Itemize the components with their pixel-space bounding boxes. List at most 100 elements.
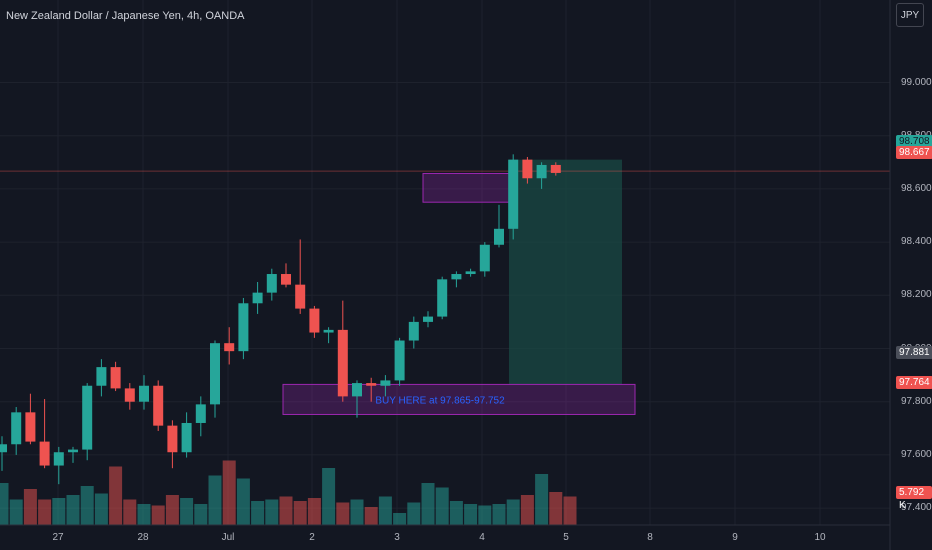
time-axis-label: Jul (221, 532, 235, 543)
candle-body (11, 412, 22, 445)
candle-body (423, 316, 433, 322)
volume-bar (520, 495, 534, 525)
volume-bar (378, 496, 392, 525)
candle-body (323, 329, 334, 333)
candle-body (437, 279, 448, 317)
time-axis-label: 27 (52, 532, 64, 543)
volume-bar (222, 460, 236, 525)
volume-bar (180, 498, 194, 525)
volume-bar (265, 499, 279, 525)
price-axis-label: 98.200 (901, 289, 932, 301)
volume-bar (407, 502, 421, 525)
volume-bar (251, 501, 265, 525)
target-zone (509, 159, 622, 385)
volume-bar (52, 498, 66, 525)
volume-bar (464, 504, 478, 525)
price-axis-label: 98.600 (901, 182, 932, 194)
price-axis-label: 99.000 (901, 76, 932, 88)
candle-body (550, 164, 561, 173)
candle-body (536, 164, 547, 179)
volume-bar (563, 496, 577, 525)
zone-high-tag: 97.881 (896, 346, 932, 359)
volume-bar (165, 495, 179, 525)
volume-bar (208, 475, 222, 525)
time-axis-label: 4 (479, 532, 485, 543)
volume-tag: 5.792 K (896, 486, 932, 511)
time-axis-label: 8 (647, 532, 653, 543)
volume-bar (336, 502, 350, 525)
volume-bar (23, 489, 37, 525)
time-axis-label: 3 (394, 532, 400, 543)
candle-body (309, 308, 320, 333)
volume-bar (236, 478, 250, 525)
candle-body (352, 383, 362, 397)
candle-body (366, 383, 377, 386)
candle-body (394, 340, 405, 381)
volume-bar (435, 487, 449, 525)
candle-body (451, 274, 462, 280)
candle-body (96, 367, 107, 386)
volume-bar (322, 468, 336, 525)
candle-body (522, 159, 533, 179)
volume-bar (492, 504, 506, 525)
volume-bar (307, 498, 321, 525)
volume-bar (151, 505, 165, 525)
price-axis-label: 97.400 (901, 502, 932, 514)
buy-zone-label: BUY HERE at 97.865-97.752 (375, 395, 505, 406)
volume-bar (94, 493, 108, 525)
volume-bar (279, 496, 293, 525)
price-axis-label: 98.400 (901, 236, 932, 248)
volume-bar (137, 504, 151, 525)
price-axis-label: 97.800 (901, 395, 932, 407)
time-axis-label: 10 (814, 532, 826, 543)
candle-body (167, 425, 178, 453)
currency-button[interactable]: JPY (896, 3, 924, 27)
time-axis-label: 28 (137, 532, 149, 543)
volume-bar (421, 483, 435, 525)
candle-body (110, 367, 121, 389)
current-price-tag: 98.667 (896, 146, 932, 159)
volume-bar (0, 483, 9, 525)
candle-body (181, 422, 192, 453)
volume-bar (80, 486, 94, 525)
volume-bar (194, 504, 208, 525)
candle-body (281, 274, 291, 285)
candle-body (210, 343, 220, 405)
candle-body (266, 274, 277, 293)
candle-body (479, 244, 490, 272)
candle-body (0, 444, 7, 453)
time-axis-label: 2 (309, 532, 315, 543)
candle-body (465, 271, 476, 275)
volume-bar (38, 499, 52, 525)
candle-body (124, 388, 135, 402)
candle-body (238, 303, 249, 352)
volume-bar (66, 495, 80, 525)
candle-body (25, 412, 36, 442)
last-price-tag: 98.708 (896, 135, 932, 148)
candle-body (295, 284, 306, 309)
candle-body (408, 321, 419, 341)
time-axis-label: 5 (563, 532, 569, 543)
volume-bar (535, 474, 549, 525)
candle-body (153, 385, 164, 426)
chart-title: New Zealand Dollar / Japanese Yen, 4h, O… (6, 10, 245, 22)
candle-body (252, 292, 263, 304)
candle-body (195, 404, 206, 423)
volume-bar (549, 492, 563, 525)
zone-low-tag: 97.764 (896, 376, 932, 389)
candle-body (508, 159, 519, 229)
volume-bar (449, 501, 463, 525)
time-axis-label: 9 (732, 532, 738, 543)
volume-bar (293, 501, 307, 525)
resistance-zone (422, 172, 510, 203)
volume-bar (478, 505, 492, 525)
volume-bar (350, 499, 364, 525)
candle-body (139, 385, 149, 402)
volume-bar (393, 513, 407, 525)
candle-body (53, 452, 64, 466)
volume-bar (9, 499, 23, 525)
candle-body (68, 449, 78, 453)
volume-bar (109, 466, 123, 525)
candle-body (380, 380, 391, 386)
